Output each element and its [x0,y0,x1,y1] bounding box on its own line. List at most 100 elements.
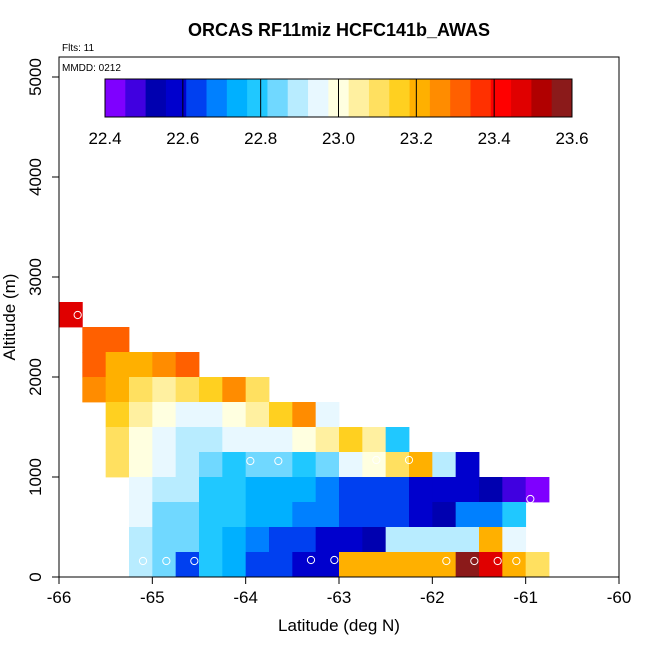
colorbar-swatch [348,79,370,117]
heatmap-cell [222,427,247,453]
heatmap-cell [152,452,177,478]
sample-marker [246,456,255,466]
heatmap-cell [269,402,293,428]
heatmap-cell [245,427,270,453]
heatmap-cell [245,402,270,428]
heatmap-cell [432,502,457,528]
heatmap-cell [479,502,503,528]
heatmap-cell [315,427,340,453]
x-tick-label: -63 [327,588,352,607]
heatmap-cell [222,552,247,578]
heatmap-cell [245,502,270,528]
heatmap-cell [315,402,340,428]
heatmap-cell [222,502,247,528]
heatmap-cell [525,552,550,578]
sample-marker [274,456,283,466]
heatmap-cell [129,452,153,478]
sample-marker [162,556,171,566]
sample-marker [73,310,82,320]
heatmap-cell [455,477,480,503]
heatmap-cell [245,527,270,553]
heatmap-cell [292,552,317,578]
heatmap-cell [432,527,457,553]
heatmap-cell [129,527,153,553]
flts-label: Flts: 11 [62,43,94,54]
heatmap-cell [362,502,387,528]
heatmap-cell [409,552,433,578]
sample-marker [306,555,316,565]
colorbar-swatch [511,79,532,117]
heatmap-cell [292,477,317,503]
x-axis-label: Latitude (deg N) [278,616,400,635]
heatmap-cell [199,502,223,528]
heatmap-cell [82,327,107,353]
colorbar-tick-label: 22.8 [244,129,277,148]
x-tick-label: -65 [140,588,165,607]
heatmap-cell [455,452,480,478]
heatmap-cell [175,427,200,453]
heatmap-cell [105,327,130,353]
heatmap-cell [339,477,363,503]
colorbar-swatch [368,79,390,117]
heatmap-cell [152,402,177,428]
heatmap-cell [269,452,293,478]
heatmap-cell [432,552,457,578]
heatmap-cell [292,427,317,453]
colorbar-tick-label: 22.4 [88,129,121,148]
colorbar-swatch [267,79,289,117]
heatmap-cell [455,552,480,578]
x-tick-label: -61 [513,588,538,607]
y-tick-label: 0 [26,572,45,581]
x-axis: -66 -65 -64 -63 -62 -61 -60 [47,577,631,607]
heatmap-cell [292,527,317,553]
colorbar-tick-label: 23.2 [400,129,433,148]
heatmap-cell [152,502,177,528]
heatmap-cell [385,477,410,503]
colorbar-tick-label: 23.6 [555,129,588,148]
mmdd-label: MMDD: 0212 [62,63,121,74]
sample-marker [493,556,502,566]
colorbar-swatch [308,79,329,117]
sample-marker [470,556,479,566]
heatmap-cell [199,402,223,428]
heatmap-cell [199,477,223,503]
heatmap-cell [339,452,363,478]
y-axis: 0 1000 2000 3000 4000 5000 [26,58,59,582]
heatmap-cell [129,477,153,503]
heatmap-cell [129,402,153,428]
heatmap-cell [222,377,247,403]
heatmap-cell [455,502,480,528]
heatmap-cell [525,477,550,503]
heatmap-cell [175,452,200,478]
heatmap-cell [222,477,247,503]
heatmap-cell [82,352,107,378]
heatmap-cell [245,452,270,478]
heatmap-cell [152,552,177,578]
colorbar-swatch [105,79,126,117]
heatmap-cell [339,552,363,578]
heatmap-cell [105,402,130,428]
heatmap-cell [432,477,457,503]
x-tick-label: -66 [47,588,72,607]
heatmap-cell [245,552,270,578]
heatmap-cell [105,352,130,378]
heatmap-cell [245,377,270,403]
heatmap-cell [152,427,177,453]
heatmap-cell [315,452,340,478]
colorbar-swatch [145,79,167,117]
sample-markers [73,310,535,566]
heatmap-cell [409,502,433,528]
heatmap-cell [292,402,317,428]
heatmap-cell [199,452,223,478]
heatmap-cell [105,452,130,478]
heatmap-cell [432,452,457,478]
heatmap-cell [502,527,527,553]
colorbar-swatch [165,79,187,117]
y-tick-label: 4000 [26,158,45,196]
heatmap-cell [152,377,177,403]
heatmap-cell [292,502,317,528]
heatmap-cell [175,352,200,378]
heatmap-cell [59,302,83,328]
heatmap-cell [152,527,177,553]
